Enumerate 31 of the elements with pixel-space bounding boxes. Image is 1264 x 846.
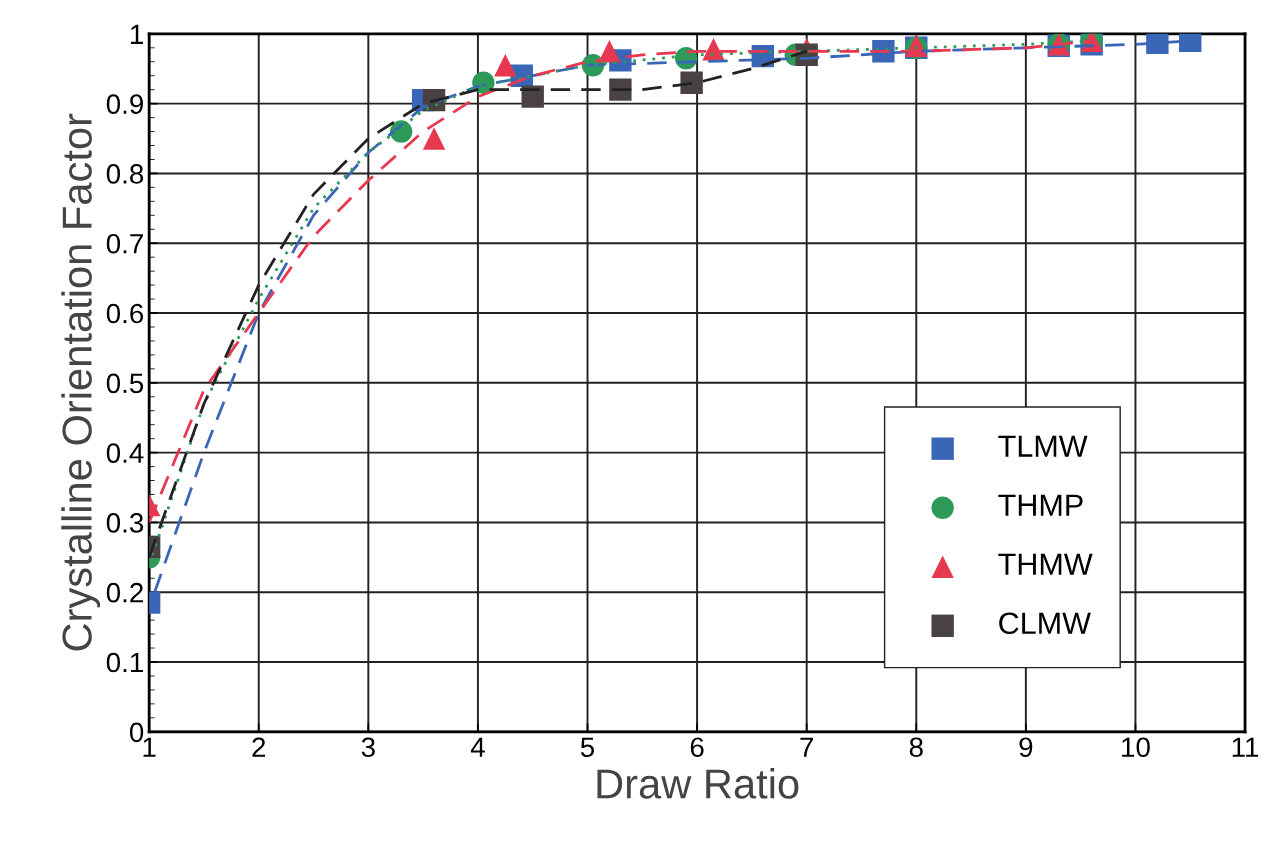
y-tick-label: 0.9 [106,94,143,114]
x-tick-label: 4 [470,737,485,757]
y-tick-label: 0.4 [106,443,144,463]
y-tick-label: 0.7 [106,233,143,254]
point [422,127,446,150]
legend-label: THMP [998,494,1083,516]
point [494,54,517,77]
point [680,71,703,94]
x-tick-label: 7 [800,737,814,757]
x-axis-title: Draw Ratio [597,768,799,799]
legend-label: CLMW [999,612,1091,635]
y-tick-label: 0 [129,722,144,743]
x-tick-label: 6 [690,737,704,758]
x-tick-label: 3 [361,737,375,758]
y-tick-label: 0.8 [106,164,144,184]
y-tick-label: 0.3 [106,513,144,533]
legend-label: THMW [998,553,1093,575]
y-tick-label: 0.6 [106,303,144,324]
y-tick-label: 0.1 [106,652,143,673]
y-tick-label: 0.5 [106,373,144,394]
legend-label: TLMW [998,435,1088,457]
x-tick-label: 2 [252,737,266,757]
x-tick-label: 5 [580,737,595,758]
y-tick-label: 1 [130,24,143,44]
x-tick-label: 8 [909,737,923,758]
x-tick-label: 9 [1019,737,1033,758]
y-tick-label: 0.2 [106,582,143,603]
x-tick-label: 10 [1122,737,1150,758]
x-tick-label: 11 [1232,737,1259,757]
point [1146,33,1169,55]
y-axis-title: Crystalline Orientation Factor [61,113,101,651]
